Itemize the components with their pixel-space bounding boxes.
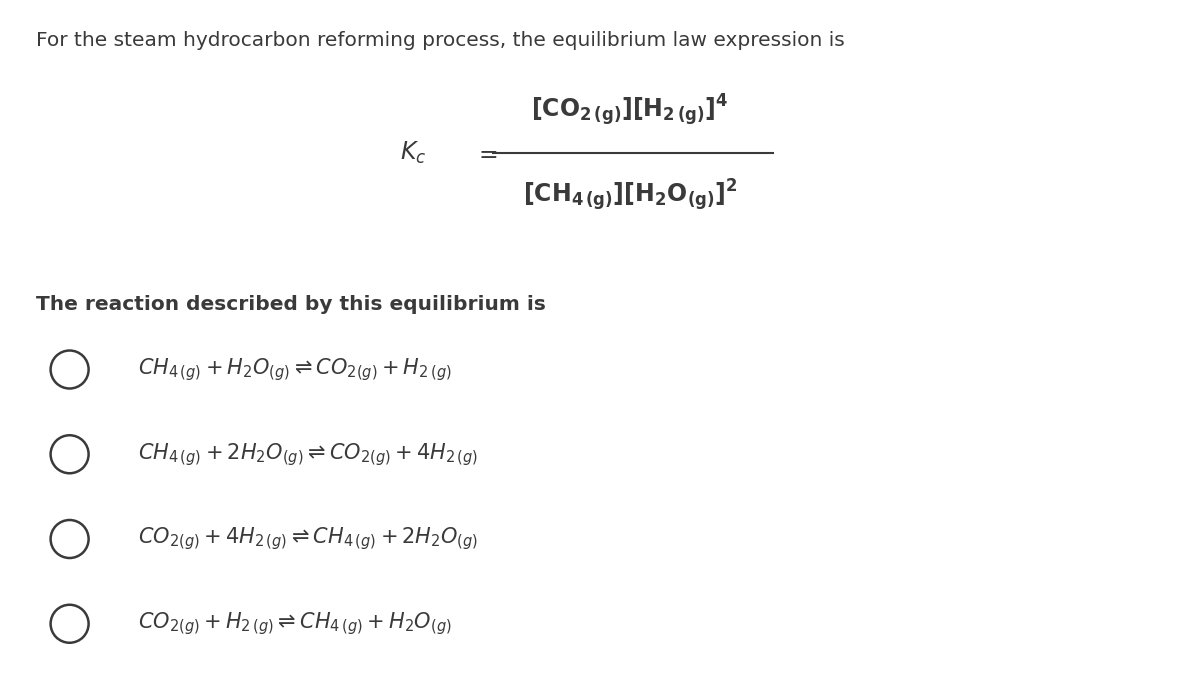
- Text: $\mathit{K_c}$: $\mathit{K_c}$: [400, 140, 426, 165]
- Text: $\mathbf{[CO_{2\,(g)}][H_{2\,(g)}]^4}$: $\mathbf{[CO_{2\,(g)}][H_{2\,(g)}]^4}$: [532, 92, 728, 127]
- Text: The reaction described by this equilibrium is: The reaction described by this equilibri…: [36, 295, 546, 314]
- Text: $\mathbf{[CH_{4\,(g)}][H_2O_{(g)}]^2}$: $\mathbf{[CH_{4\,(g)}][H_2O_{(g)}]^2}$: [522, 178, 738, 213]
- Text: $CO_{2(g)} + 4H_{2\,(g)} \rightleftharpoons CH_{4\,(g)} +2H_2O_{(g)}$: $CO_{2(g)} + 4H_{2\,(g)} \rightleftharpo…: [138, 525, 479, 553]
- Text: $=$: $=$: [474, 140, 498, 165]
- Text: For the steam hydrocarbon reforming process, the equilibrium law expression is: For the steam hydrocarbon reforming proc…: [36, 31, 845, 49]
- Text: $CO_{2(g)} + H_{2\,(g)} \rightleftharpoons CH_{4\,(g)} + H_2O_{(g)}$: $CO_{2(g)} + H_{2\,(g)} \rightleftharpoo…: [138, 610, 451, 637]
- Text: $CH_{4\,(g)} + 2H_2O_{(g)} \rightleftharpoons CO_{2(g)} + 4H_{2\,(g)}$: $CH_{4\,(g)} + 2H_2O_{(g)} \rightlefthar…: [138, 441, 479, 468]
- Text: $CH_{4\,(g)} + H_2O_{(g)} \rightleftharpoons CO_{2(g)} + H_{2\,(g)}$: $CH_{4\,(g)} + H_2O_{(g)} \rightleftharp…: [138, 356, 451, 383]
